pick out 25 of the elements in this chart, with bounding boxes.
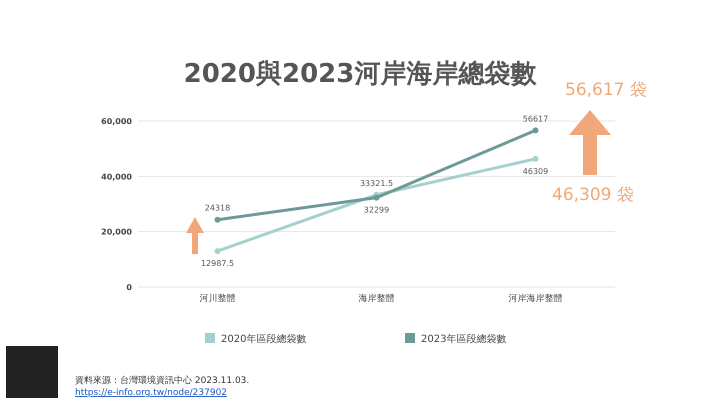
data-label: 24318 bbox=[204, 204, 230, 213]
y-tick-label: 60,000 bbox=[101, 117, 132, 126]
point bbox=[214, 248, 220, 254]
point bbox=[214, 216, 220, 223]
source-note: 資料來源：台灣環境資訊中心 2023.11.03. bbox=[75, 375, 250, 386]
data-label: 12987.5 bbox=[200, 259, 234, 268]
data-label: 46309 bbox=[522, 166, 548, 176]
point bbox=[532, 156, 538, 162]
annotation: 46,309 袋 bbox=[552, 185, 634, 205]
data-label: 33321.5 bbox=[360, 178, 394, 188]
text: 56,617 袋 bbox=[565, 80, 647, 100]
point bbox=[374, 194, 380, 201]
legend-label: 2020年區段總袋數 bbox=[221, 333, 306, 345]
legend-label: 2023年區段總袋數 bbox=[421, 333, 506, 345]
x-tick-label: 河岸海岸整體 bbox=[508, 293, 562, 304]
data-label: 32299 bbox=[364, 206, 390, 215]
y-tick-label: 40,000 bbox=[101, 172, 132, 182]
y-tick-label: 20,000 bbox=[101, 228, 132, 237]
x-tick-label: 海岸整體 bbox=[358, 293, 394, 304]
x-tick-label: 河川整體 bbox=[200, 293, 236, 304]
chart-title: 2020與2023河岸海岸總袋數 bbox=[184, 59, 538, 89]
data-label: 56617 bbox=[522, 114, 548, 124]
text: https://e-info.org.tw/node/237902 bbox=[75, 388, 228, 398]
y-tick-label: 0 bbox=[126, 283, 132, 292]
point bbox=[532, 127, 538, 134]
